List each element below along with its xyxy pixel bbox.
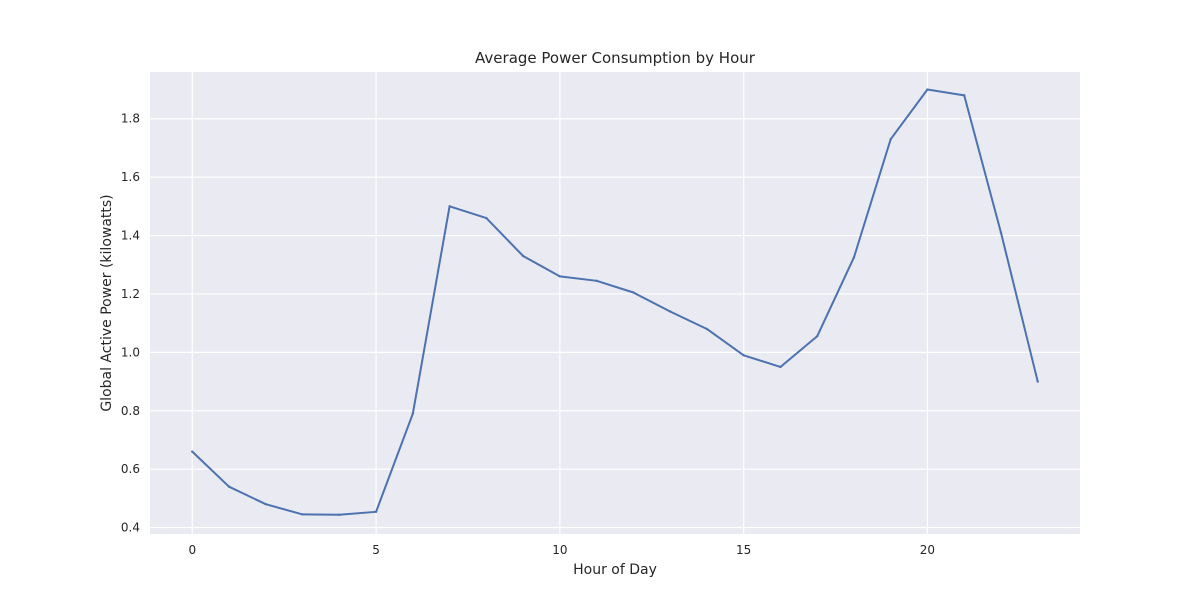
- data-point: [227, 485, 231, 488]
- data-point: [1036, 380, 1039, 383]
- x-axis-label: Hour of Day: [573, 562, 657, 578]
- series-layer: [191, 88, 1039, 516]
- data-point: [595, 279, 598, 283]
- data-point: [815, 335, 819, 338]
- y-axis-label: Global Active Power (kilowatts): [99, 194, 115, 411]
- data-point: [191, 450, 194, 453]
- data-point: [448, 205, 451, 208]
- y-tick-label: 1.6: [121, 170, 140, 184]
- y-tick-label: 1.8: [121, 112, 140, 126]
- y-tick-label: 0.8: [121, 404, 140, 418]
- data-point: [668, 310, 672, 313]
- data-point: [926, 88, 929, 91]
- plot-area: [150, 72, 1080, 534]
- x-tick-label: 0: [188, 543, 196, 557]
- data-point: [963, 94, 966, 97]
- chart-title: Average Power Consumption by Hour: [475, 49, 756, 67]
- data-point: [705, 327, 709, 331]
- data-point: [999, 231, 1003, 234]
- data-point: [521, 254, 525, 258]
- x-tick-label: 15: [736, 543, 751, 557]
- y-tick-label: 1.0: [121, 345, 140, 359]
- data-point: [338, 513, 341, 516]
- data-point: [374, 510, 378, 514]
- data-point: [742, 354, 745, 357]
- data-point: [852, 256, 856, 259]
- data-point: [264, 503, 267, 506]
- data-point: [558, 275, 562, 278]
- series-line: [191, 88, 1039, 516]
- data-point: [485, 216, 488, 220]
- data-point: [889, 137, 892, 141]
- x-tick-label: 20: [920, 543, 935, 557]
- tick-labels: 0 5 10 15 20 0.4 0.6 0.8 1.0 1.2 1.4 1.6 1.8: [121, 112, 935, 557]
- y-tick-label: 1.2: [121, 287, 140, 301]
- data-point: [411, 412, 415, 415]
- y-tick-label: 0.4: [121, 521, 140, 535]
- data-point: [779, 365, 782, 369]
- y-tick-label: 1.4: [121, 229, 140, 243]
- y-tick-label: 0.6: [121, 462, 140, 476]
- x-tick-label: 10: [552, 543, 567, 557]
- data-point: [301, 513, 304, 516]
- x-tick-label: 5: [372, 543, 380, 557]
- grid-lines: [150, 72, 1080, 534]
- data-point: [632, 291, 635, 294]
